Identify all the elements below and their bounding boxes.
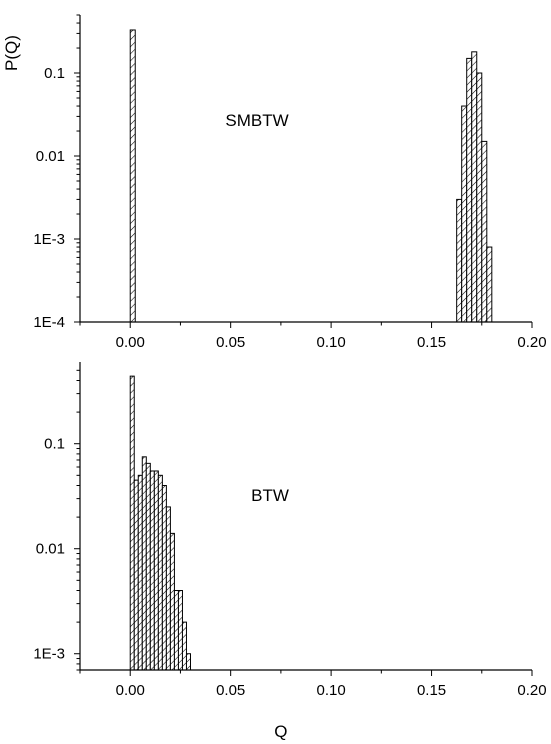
histogram-bar xyxy=(173,590,179,671)
y-tick-label: 1E-4 xyxy=(33,314,65,331)
histogram-bar xyxy=(145,462,151,671)
x-tick-label: 0.20 xyxy=(517,682,546,699)
histogram-bar xyxy=(177,590,183,671)
x-tick-label: 0.10 xyxy=(317,682,346,699)
histogram-bar xyxy=(471,51,478,323)
histogram-bar xyxy=(169,532,175,671)
histogram-bar xyxy=(161,485,167,671)
histogram-bar xyxy=(157,474,163,671)
y-tick-label: 0.01 xyxy=(36,541,65,558)
y-tick-label: 0.01 xyxy=(36,148,65,165)
x-tick-label: 0.00 xyxy=(116,334,145,351)
histogram-bar xyxy=(153,470,159,671)
panel-annotation: SMBTW xyxy=(225,111,288,130)
histogram-bar xyxy=(129,29,136,323)
histogram-bar xyxy=(476,72,483,323)
histogram-bar xyxy=(141,456,147,671)
histogram-bar xyxy=(486,246,493,323)
y-tick-label: 1E-3 xyxy=(33,231,65,248)
y-tick-label: 0.1 xyxy=(44,65,65,82)
histogram-bar xyxy=(481,140,488,323)
histogram-bar xyxy=(133,479,139,671)
x-tick-label: 0.15 xyxy=(417,334,446,351)
histogram-bar xyxy=(185,653,191,671)
panel-smbtw: 0.00 0.05 0.10 0.15 0.20 1E-4 1E-3 0.01 0.1 SMBTW… xyxy=(2,14,547,351)
panel-btw: 0.00 0.05 0.10 0.15 0.20 1E-3 0.01 0.1 BTW Q xyxy=(33,362,547,741)
x-tick-label: 0.05 xyxy=(216,682,245,699)
y-axis-title: P(Q) xyxy=(2,35,21,71)
histogram-bar xyxy=(181,621,187,671)
histogram-bar xyxy=(461,105,468,323)
histogram-bar xyxy=(456,198,463,323)
panel-annotation: BTW xyxy=(251,486,289,505)
x-tick-label: 0.20 xyxy=(517,334,546,351)
histogram-bar xyxy=(137,474,143,671)
x-tick-label: 0.15 xyxy=(417,682,446,699)
x-tick-label: 0.10 xyxy=(317,334,346,351)
histogram-bar xyxy=(165,506,171,671)
y-tick-label: 0.1 xyxy=(44,436,65,453)
x-tick-label: 0.00 xyxy=(116,682,145,699)
y-tick-label: 1E-3 xyxy=(33,646,65,663)
histogram-bar xyxy=(129,375,135,671)
histogram-bar xyxy=(149,470,155,671)
x-tick-label: 0.05 xyxy=(216,334,245,351)
histogram-bar xyxy=(466,57,473,323)
x-axis-title: Q xyxy=(274,722,287,741)
